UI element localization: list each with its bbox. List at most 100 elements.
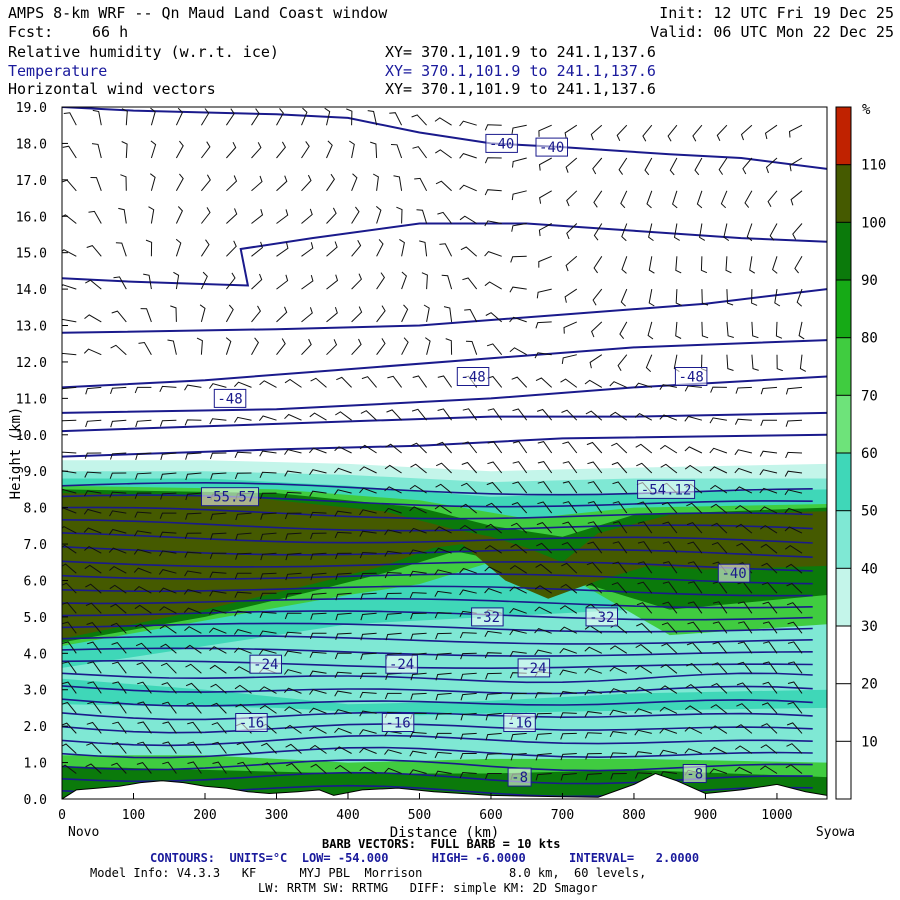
isotherm--24 bbox=[62, 672, 813, 684]
wind-barb-55 bbox=[111, 742, 127, 754]
wind-barb-337 bbox=[359, 509, 377, 516]
wind-barb-122 bbox=[160, 492, 177, 500]
wind-barb-346 bbox=[376, 239, 384, 257]
wind-barb-531 bbox=[535, 377, 553, 388]
wind-barb-318 bbox=[351, 273, 362, 290]
wind-barb-236 bbox=[276, 306, 288, 323]
wind-barb-542 bbox=[560, 732, 577, 740]
wind-barb-28 bbox=[86, 742, 102, 754]
wind-barb-403 bbox=[412, 146, 428, 159]
wind-barb-472 bbox=[485, 502, 503, 514]
x-tick-label-9: 900 bbox=[694, 808, 717, 823]
wind-barb-487 bbox=[510, 753, 527, 761]
wind-barb-419 bbox=[435, 483, 452, 494]
wind-barb-202 bbox=[235, 512, 252, 521]
wind-barb-749 bbox=[751, 321, 759, 339]
wind-barb-752 bbox=[746, 223, 753, 242]
wind-barb-144 bbox=[183, 589, 202, 595]
wind-barb-363 bbox=[384, 529, 402, 536]
wind-barb-97 bbox=[135, 452, 152, 461]
wind-barb-655 bbox=[661, 622, 678, 634]
wind-barb-553 bbox=[562, 501, 578, 514]
wind-barb-557 bbox=[561, 409, 578, 421]
wind-barb-504 bbox=[511, 376, 528, 388]
wind-barb-573 bbox=[584, 646, 603, 654]
contour-label-box-6 bbox=[637, 479, 696, 499]
wind-barb-119 bbox=[159, 550, 177, 557]
wind-barb-167 bbox=[209, 664, 227, 674]
wind-barb-656 bbox=[662, 601, 678, 614]
isotherm-upper-1 bbox=[62, 222, 827, 287]
contour-label-box-14 bbox=[381, 713, 415, 732]
wind-barb-325 bbox=[359, 747, 377, 754]
wind-barb-367 bbox=[385, 443, 402, 454]
wind-barb-494 bbox=[509, 608, 527, 614]
wind-barb-11 bbox=[62, 544, 77, 554]
wind-barb-414 bbox=[434, 590, 452, 597]
wind-barb-673 bbox=[669, 157, 678, 176]
wind-barb-83 bbox=[137, 721, 152, 734]
wind-barb-606 bbox=[612, 521, 628, 534]
wind-barb-210 bbox=[251, 273, 263, 290]
wind-barb-118 bbox=[158, 569, 177, 575]
wind-barb-316 bbox=[351, 338, 362, 356]
wind-barb-253 bbox=[285, 572, 302, 581]
wind-barb-196 bbox=[233, 629, 252, 635]
wind-barb-699 bbox=[696, 190, 703, 209]
wind-barb-211 bbox=[251, 241, 263, 257]
wind-barb-685 bbox=[687, 561, 703, 574]
wind-barb-127 bbox=[167, 339, 177, 355]
wind-barb-726 bbox=[720, 190, 728, 209]
wind-barb-512 bbox=[511, 124, 527, 134]
wind-barb-641 bbox=[647, 321, 654, 340]
wind-barb-421 bbox=[436, 441, 452, 454]
wind-barb-151 bbox=[185, 452, 202, 460]
wind-barb-262 bbox=[301, 338, 312, 356]
wind-barb-763 bbox=[762, 621, 778, 634]
wind-barb-198 bbox=[234, 591, 252, 598]
wind-barb-56 bbox=[112, 721, 127, 734]
wind-barb-536 bbox=[538, 223, 552, 237]
isotherm--42 bbox=[62, 560, 813, 572]
wind-barb-295 bbox=[326, 140, 333, 159]
wind-barb-633 bbox=[637, 521, 653, 534]
wind-barb-44 bbox=[85, 419, 102, 428]
wind-barb-339 bbox=[359, 466, 377, 474]
wind-barb-610 bbox=[611, 442, 628, 454]
wind-barb-352 bbox=[384, 749, 402, 755]
wind-barb-268 bbox=[301, 141, 310, 159]
wind-barb-351 bbox=[384, 767, 402, 774]
wind-barb-375 bbox=[393, 175, 403, 191]
colorbar-label-40: 40 bbox=[861, 561, 878, 577]
wind-barb-246 bbox=[284, 706, 302, 714]
wind-barb-154 bbox=[196, 337, 203, 355]
wind-barb-786 bbox=[787, 701, 803, 714]
y-tick-label-11: 11.0 bbox=[16, 392, 47, 407]
wind-barb-328 bbox=[359, 691, 377, 699]
wind-barb-355 bbox=[384, 692, 402, 700]
wind-barb-128 bbox=[170, 305, 177, 322]
contour-label-box-0 bbox=[485, 133, 518, 153]
wind-barb-644 bbox=[648, 223, 654, 242]
wind-barb-53 bbox=[92, 109, 102, 126]
wind-barb-366 bbox=[384, 464, 402, 474]
wind-barb-297 bbox=[334, 764, 352, 774]
field-wind-xy: XY= 370.1,101.9 to 241.1,137.6 bbox=[385, 80, 656, 98]
wind-barb-145 bbox=[184, 570, 202, 577]
wind-barb-590 bbox=[593, 223, 603, 241]
wind-barb-247 bbox=[284, 687, 302, 694]
isotherm--12 bbox=[62, 746, 813, 759]
wind-barb-278 bbox=[310, 612, 327, 620]
wind-barb-184 bbox=[226, 240, 237, 257]
wind-barb-285 bbox=[309, 469, 327, 475]
terrain-profile bbox=[62, 772, 827, 799]
wind-barb-561 bbox=[564, 288, 578, 303]
wind-barb-408 bbox=[435, 712, 452, 720]
x-tick-label-6: 600 bbox=[479, 808, 502, 823]
wind-barb-219 bbox=[259, 704, 277, 714]
contour-label-1: -40 bbox=[539, 140, 564, 156]
wind-barb-286 bbox=[309, 447, 327, 454]
wind-barb-754 bbox=[742, 157, 753, 175]
wind-barb-206 bbox=[234, 416, 252, 423]
wind-barb-563 bbox=[566, 223, 578, 240]
